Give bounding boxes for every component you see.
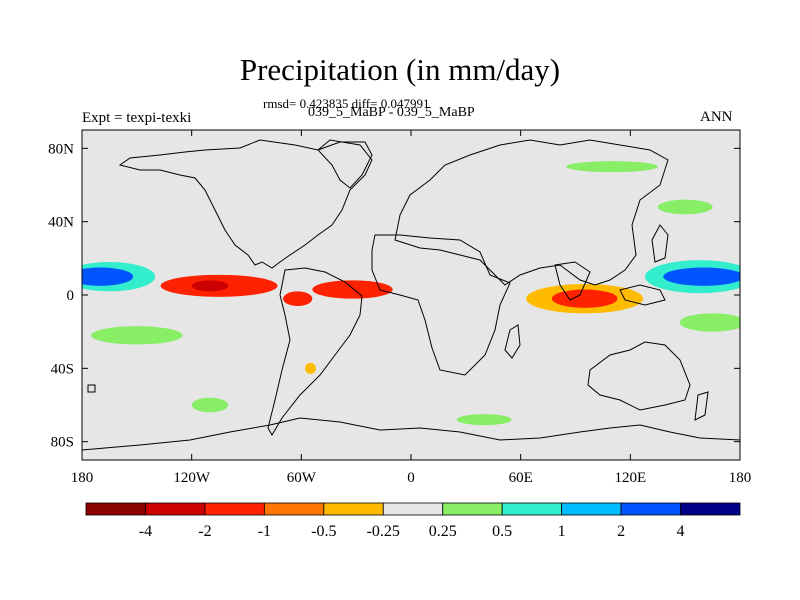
region-southern-ocean-wet [191, 397, 229, 413]
colorbar-box [263, 502, 325, 516]
colorbar-box [85, 502, 146, 516]
region-north-pacific-east-dry [679, 241, 740, 257]
colorbar-box [323, 502, 384, 516]
colorbar-label: -4 [139, 523, 152, 540]
coastlines [82, 139, 740, 451]
region-south-atlantic-small [304, 362, 316, 374]
region-indian-ocean-south-wet [456, 414, 512, 426]
coast-africa [371, 234, 511, 376]
coast-eurasia [394, 139, 669, 286]
x-axis: 180 120W 60W 0 60E 120E 180 [71, 130, 752, 486]
colorbar-label: -0.25 [367, 523, 400, 540]
colorbar-label: 0.25 [429, 523, 457, 540]
colorbar-box [501, 502, 563, 516]
x-tick-label: 180 [729, 470, 752, 486]
colorbar-label: -1 [258, 523, 271, 540]
x-tick-label: 60E [509, 470, 533, 486]
region-south-pacific-wet [91, 326, 183, 345]
colorbar: -4 -2 -1 -0.5 -0.25 0.25 0.5 1 2 4 [85, 502, 741, 540]
region-tropical-atlantic-dry [312, 280, 393, 299]
y-tick-label: 40N [48, 215, 74, 231]
y-tick-label: 0 [67, 288, 75, 304]
y-tick-label: 40S [51, 361, 74, 377]
region-central-pacific-wet [82, 267, 134, 286]
region-west-pacific-wet [663, 267, 740, 286]
region-arctic-wet [566, 161, 658, 173]
y-tick-label: 80N [48, 141, 74, 157]
x-tick-label: 120W [173, 470, 211, 486]
colorbar-label: 4 [677, 523, 685, 540]
coast-greenland [317, 141, 373, 189]
y-tick-label: 80S [51, 435, 74, 451]
coast-india [554, 261, 591, 301]
region-indian-ocean-dry [551, 289, 618, 308]
y-axis: 80N 40N 0 40S 80S [48, 141, 740, 451]
coast-new-zealand [694, 391, 709, 421]
coast-south-america [267, 267, 363, 436]
coast-small-islands [87, 384, 96, 393]
coast-australia [587, 341, 691, 411]
region-north-pacific-dry [82, 249, 146, 261]
chart-stats: rmsd= 0.423835 diff= 0.047991 [263, 96, 430, 111]
anomaly-regions [82, 161, 740, 426]
x-tick-label: 60W [287, 470, 317, 486]
colorbar-label: -2 [198, 523, 211, 540]
x-tick-label: 120E [614, 470, 646, 486]
colorbar-box [680, 502, 741, 516]
colorbar-box [561, 502, 622, 516]
region-north-pacific-high-wet [657, 199, 713, 215]
colorbar-label: -0.5 [311, 523, 336, 540]
region-tropical-pacific-east-core [191, 280, 229, 292]
region-south-pacific-west-wet [679, 313, 740, 332]
period-label: ANN [700, 109, 733, 125]
colorbar-box [620, 502, 681, 516]
colorbar-box [442, 502, 503, 516]
region-south-america-north [283, 291, 313, 306]
region-africa-sahel [429, 271, 474, 283]
experiment-names: 039_5_MaBP - 039_5_MaBP [308, 105, 475, 120]
colorbar-box [204, 502, 265, 516]
colorbar-label: 1 [558, 523, 566, 540]
experiment-label: Expt = texpi-texki [82, 110, 192, 126]
colorbar-box [382, 502, 444, 516]
coast-madagascar [504, 324, 521, 359]
x-tick-label: 0 [407, 470, 415, 486]
colorbar-label: 0.5 [492, 523, 512, 540]
coast-japan [651, 224, 669, 263]
colorbar-label: 2 [617, 523, 625, 540]
coast-antarctica [82, 417, 740, 451]
colorbar-box [145, 502, 206, 516]
coast-indonesia [619, 284, 666, 306]
x-tick-label: 180 [71, 470, 94, 486]
region-south-pacific-dry [82, 304, 143, 316]
chart-title: Precipitation (in mm/day) [239, 52, 561, 87]
